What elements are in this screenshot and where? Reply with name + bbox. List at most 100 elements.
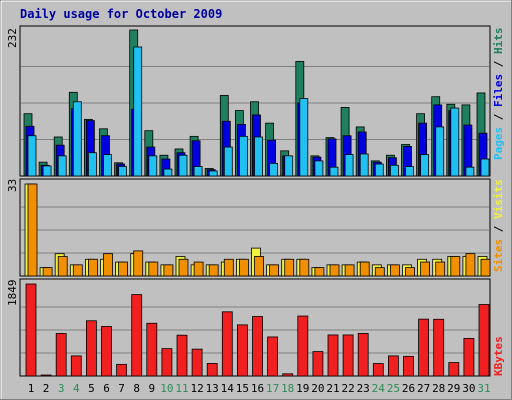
- bar-kbytes: [387, 355, 399, 377]
- bar-kbytes: [161, 348, 173, 377]
- day-label: 31: [477, 382, 490, 395]
- bar-pages: [359, 153, 369, 177]
- bar-pages: [118, 166, 127, 177]
- bar-pages: [465, 166, 475, 177]
- bar-pages: [314, 160, 324, 177]
- bar-sites: [223, 258, 234, 277]
- bar-kbytes: [221, 311, 233, 377]
- day-label: 18: [281, 382, 294, 395]
- bar-pages: [435, 126, 445, 177]
- bar-sites: [103, 253, 113, 277]
- day-label: 17: [266, 382, 279, 395]
- bar-kbytes: [372, 363, 384, 377]
- bar-pages: [254, 136, 263, 177]
- bar-sites: [329, 264, 340, 277]
- bar-pages: [374, 163, 384, 177]
- bar-pages: [27, 135, 37, 177]
- bar-sites: [465, 253, 476, 277]
- day-label: 28: [432, 382, 445, 395]
- bar-kbytes: [297, 315, 309, 377]
- bar-pages: [88, 152, 97, 177]
- bar-pages: [329, 166, 339, 177]
- bar-sites: [435, 261, 446, 277]
- bar-pages: [133, 46, 143, 177]
- bar-sites: [299, 258, 310, 277]
- bar-kbytes: [403, 355, 414, 377]
- bar-pages: [57, 155, 67, 177]
- bar-pages: [148, 155, 158, 177]
- bar-kbytes: [433, 318, 445, 377]
- day-label: 27: [417, 382, 430, 395]
- day-label: 9: [148, 382, 155, 395]
- bar-pages: [208, 170, 218, 177]
- day-label: 6: [103, 382, 110, 395]
- bar-kbytes: [282, 373, 294, 377]
- day-label: 26: [402, 382, 415, 395]
- bar-kbytes: [131, 294, 143, 377]
- bar-sites: [42, 267, 53, 277]
- bar-sites: [344, 264, 355, 277]
- bar-kbytes: [55, 333, 67, 377]
- panel-bottom-ymax: 1849: [6, 280, 19, 307]
- bar-pages: [223, 146, 233, 177]
- bar-kbytes: [463, 338, 475, 377]
- bar-sites: [163, 264, 174, 277]
- bar-pages: [103, 154, 112, 177]
- day-label: 25: [387, 382, 400, 395]
- day-label: 7: [118, 382, 125, 395]
- bar-sites: [148, 261, 159, 277]
- day-label: 5: [88, 382, 95, 395]
- day-label: 3: [58, 382, 65, 395]
- bar-sites: [359, 261, 370, 277]
- bar-kbytes: [357, 333, 369, 377]
- day-label: 16: [251, 382, 264, 395]
- day-label: 8: [133, 382, 140, 395]
- bar-sites: [238, 258, 249, 277]
- day-label: 30: [462, 382, 475, 395]
- bar-pages: [389, 164, 399, 177]
- panel-top-ymax: 232: [6, 28, 19, 48]
- bar-pages: [238, 135, 248, 177]
- panel-bottom-legend: KBytes: [492, 336, 505, 376]
- bar-sites: [57, 256, 68, 277]
- day-label: 20: [311, 382, 324, 395]
- panel-middle-ymax: 33: [6, 179, 19, 192]
- panel-middle-legend: Sites / Visits: [492, 179, 505, 272]
- bar-sites: [72, 264, 83, 277]
- bar-kbytes: [312, 351, 324, 377]
- bar-pages: [269, 163, 279, 177]
- bar-sites: [480, 258, 491, 277]
- bar-kbytes: [25, 283, 37, 377]
- day-label: 11: [175, 382, 188, 395]
- bar-sites: [284, 258, 295, 277]
- day-label: 21: [326, 382, 339, 395]
- bar-kbytes: [116, 363, 127, 377]
- bar-kbytes: [86, 320, 97, 377]
- day-label: 13: [206, 382, 219, 395]
- bar-sites: [374, 267, 385, 277]
- bar-pages: [344, 154, 354, 177]
- bar-sites: [269, 264, 280, 277]
- day-label: 24: [372, 382, 386, 395]
- bar-sites: [450, 256, 461, 277]
- bar-pages: [450, 107, 460, 177]
- bar-pages: [72, 101, 82, 177]
- day-label: 19: [296, 382, 309, 395]
- panel-top-legend: Pages / Files / Hits: [492, 28, 505, 161]
- bar-kbytes: [448, 362, 460, 377]
- bar-kbytes: [70, 355, 82, 377]
- bar-kbytes: [236, 324, 248, 377]
- bar-sites: [118, 261, 128, 277]
- chart-title: Daily usage for October 2009: [20, 7, 222, 21]
- day-label: 2: [43, 382, 50, 395]
- bar-kbytes: [40, 374, 52, 377]
- day-label: 22: [341, 382, 354, 395]
- bar-sites: [314, 267, 325, 277]
- day-label: 1: [28, 382, 35, 395]
- bar-kbytes: [418, 318, 430, 377]
- day-label: 23: [357, 382, 370, 395]
- day-label: 10: [160, 382, 173, 395]
- bar-pages: [193, 166, 203, 177]
- day-labels: 1 2 3 4 5 6 7 8 9 10 11 12 13 14 15 16 17 18 19 20 21 22 23 24 2…: [28, 382, 491, 395]
- bar-sites: [193, 261, 204, 277]
